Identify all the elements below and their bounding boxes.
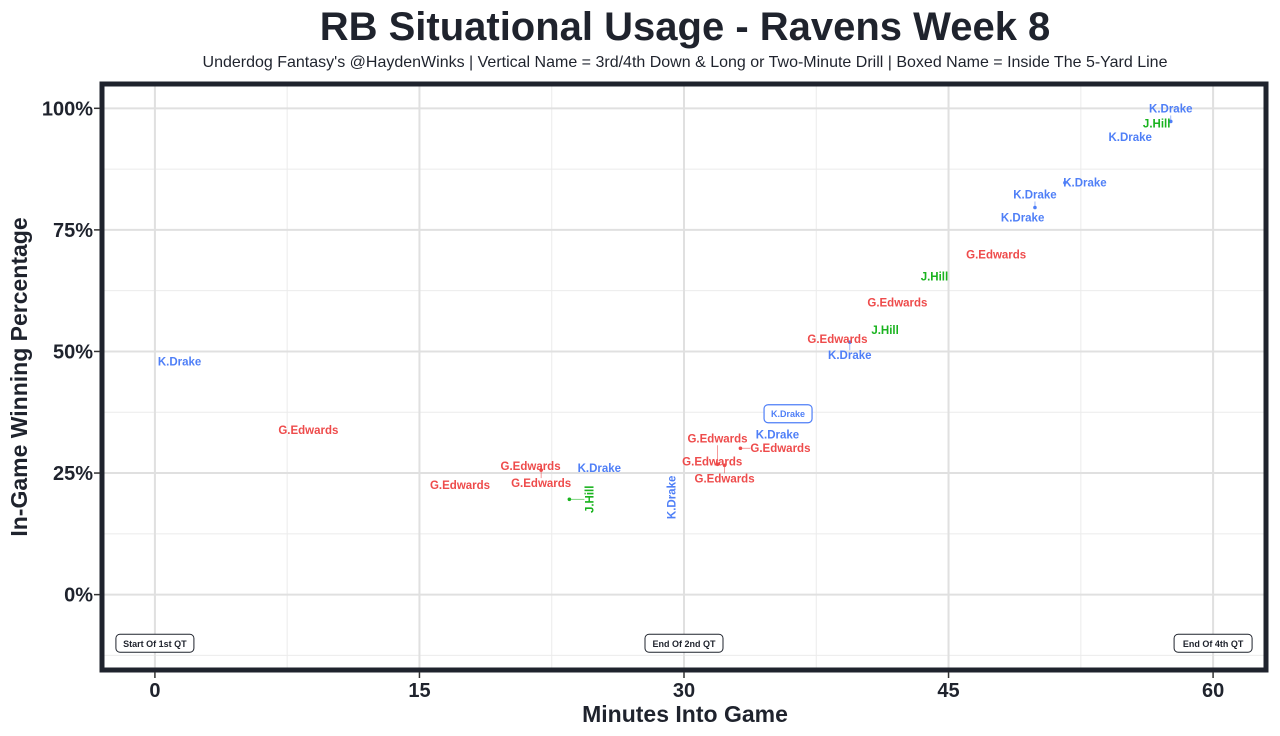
quarter-annotation-box [115, 633, 195, 653]
point-label-group: J.Hill [871, 325, 898, 337]
point-marker [567, 497, 572, 502]
point-label-group: J.Hill [584, 486, 596, 513]
point-label-g-edwards: G.Edwards [682, 456, 742, 468]
point-label-group: G.Edwards [750, 443, 810, 455]
point-label-group: K.Drake [756, 430, 799, 442]
point-marker [1168, 119, 1173, 124]
x-tick-label: 0 [149, 680, 160, 702]
quarter-annotation-group: Start Of 1st QT [115, 633, 195, 653]
point-label-group: K.Drake [578, 463, 621, 475]
point-label-g-edwards: G.Edwards [687, 433, 747, 445]
point-label-k-drake: K.Drake [1063, 178, 1106, 190]
point-label-group: G.Edwards [807, 334, 867, 346]
point-label-g-edwards: G.Edwards [278, 425, 338, 437]
point-label-group: K.Drake [763, 404, 813, 424]
y-tick-label: 50% [53, 341, 93, 363]
point-label-k-drake: K.Drake [667, 476, 679, 519]
quarter-annotation: End Of 2nd QT [653, 639, 716, 649]
point-label-j-hill: J.Hill [1143, 118, 1170, 130]
point-label-k-drake: K.Drake [828, 350, 871, 362]
y-tick-label: 75% [53, 220, 93, 242]
x-tick-label: 15 [408, 680, 430, 702]
point-marker [722, 463, 727, 468]
axes: 0 15 30 45 60 0% 25% 50% 75% 100% [42, 98, 1224, 702]
quarter-annotation-group: End Of 4th QT [1173, 633, 1253, 653]
point-label-group: G.Edwards [695, 473, 755, 485]
point-label-group: G.Edwards [430, 480, 490, 492]
point-label-k-drake: K.Drake [771, 409, 805, 419]
point-label-g-edwards: G.Edwards [695, 473, 755, 485]
point-label-group: G.Edwards [966, 250, 1026, 262]
quarter-annotation-group: End Of 2nd QT [644, 633, 724, 653]
point-label-group: K.Drake [1108, 132, 1151, 144]
quarter-annotation: End Of 4th QT [1183, 639, 1244, 649]
chart-subtitle: Underdog Fantasy's @HaydenWinks | Vertic… [203, 54, 1168, 71]
point-label-group: K.Drake [158, 357, 201, 369]
point-label-group: J.Hill [1143, 118, 1170, 130]
y-tick-label: 100% [42, 98, 93, 120]
point-marker [715, 462, 720, 467]
point-label-k-drake: K.Drake [1001, 213, 1044, 225]
point-marker [1063, 180, 1067, 185]
point-label-g-edwards: G.Edwards [966, 250, 1026, 262]
point-label-group: G.Edwards [867, 297, 927, 309]
point-label-g-edwards: G.Edwards [807, 334, 867, 346]
marks: Start Of 1st QT End Of 2nd QT End Of 4th Q… [115, 103, 1253, 653]
chart-title: RB Situational Usage - Ravens Week 8 [320, 5, 1051, 49]
point-marker [1033, 205, 1037, 210]
point-label-g-edwards: G.Edwards [867, 297, 927, 309]
x-tick-label: 30 [673, 680, 695, 702]
leader-lines [539, 115, 1173, 502]
y-axis-label: In-Game Winning Percentage [6, 217, 32, 536]
x-axis-label: Minutes Into Game [582, 701, 788, 727]
point-label-k-drake: K.Drake [158, 357, 201, 369]
point-label-g-edwards: G.Edwards [511, 478, 571, 490]
quarter-annotation-box [1173, 633, 1253, 653]
x-tick-label: 45 [937, 680, 959, 702]
point-label-group: G.Edwards [682, 456, 742, 468]
point-label-group: K.Drake [1063, 178, 1106, 190]
point-label-k-drake: K.Drake [1149, 103, 1192, 115]
point-marker [539, 468, 543, 472]
point-label-group: K.Drake [1013, 190, 1056, 202]
x-tick-label: 60 [1202, 680, 1224, 702]
point-label-k-drake: K.Drake [756, 430, 799, 442]
point-label-g-edwards: G.Edwards [430, 480, 490, 492]
point-label-group: K.Drake [1001, 213, 1044, 225]
y-tick-label: 25% [53, 463, 93, 485]
point-marker [847, 340, 852, 345]
point-label-j-hill: J.Hill [921, 272, 948, 284]
grid [102, 84, 1266, 670]
point-label-group: G.Edwards [278, 425, 338, 437]
point-label-group: K.Drake [1149, 103, 1192, 115]
point-label-group: G.Edwards [501, 461, 561, 473]
y-tick-label: 0% [64, 585, 93, 607]
point-marker [738, 446, 743, 451]
point-label-group: G.Edwards [511, 478, 571, 490]
point-label-j-hill: J.Hill [584, 486, 596, 513]
quarter-annotation-box [644, 633, 724, 653]
point-label-j-hill: J.Hill [871, 325, 898, 337]
point-label-g-edwards: G.Edwards [501, 461, 561, 473]
point-label-k-drake: K.Drake [1108, 132, 1151, 144]
point-label-group: G.Edwards [687, 433, 747, 445]
quarter-annotation: Start Of 1st QT [123, 639, 187, 649]
point-label-group: J.Hill [921, 272, 948, 284]
point-label-box [763, 404, 813, 424]
panel-border [99, 81, 1269, 673]
point-label-k-drake: K.Drake [578, 463, 621, 475]
point-label-group: K.Drake [828, 350, 871, 362]
point-label-k-drake: K.Drake [1013, 190, 1056, 202]
point-label-g-edwards: G.Edwards [750, 443, 810, 455]
point-label-group: K.Drake [667, 476, 679, 519]
